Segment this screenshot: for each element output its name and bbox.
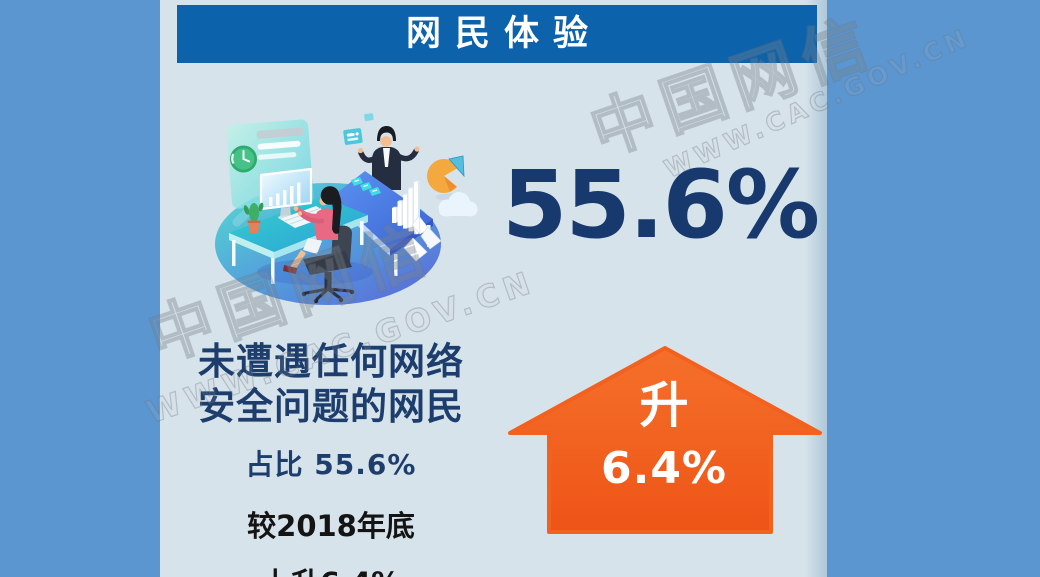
description-proportion: 占比 55.6% — [245, 448, 417, 481]
cactus-plant-icon — [243, 202, 264, 233]
right-background-strip — [827, 0, 1040, 577]
left-background-strip — [0, 0, 160, 577]
floating-cards-icon — [343, 113, 374, 145]
arrow-rise-value: 6.4% — [600, 443, 728, 494]
description-block: 未遭遇任何网络 安全问题的网民 占比 55.6% 较2018年底 上升6.4% — [163, 339, 499, 577]
clock-icon — [230, 145, 257, 173]
section-banner: 网民体验 — [177, 5, 817, 63]
monitor — [259, 167, 313, 220]
description-compare-period: 较2018年底 — [247, 509, 415, 543]
headline-percentage: 55.6% — [501, 151, 820, 260]
bar-chart-columns — [392, 180, 420, 235]
description-line-2: 安全问题的网民 — [198, 385, 464, 428]
up-arrow-shape — [508, 346, 822, 534]
banner-title: 网民体验 — [405, 13, 602, 54]
sitting-woman — [283, 186, 342, 274]
pie-chart-icon — [426, 155, 465, 201]
cloud-icon — [438, 192, 478, 217]
paper-planes-icon — [403, 215, 442, 262]
description-change: 上升6.4% — [163, 560, 499, 577]
office-illustration-icon — [215, 113, 478, 305]
database-icons — [351, 177, 381, 196]
arrow-rise-label: 升 — [639, 377, 689, 434]
up-arrow-icon — [508, 346, 822, 534]
standing-man — [357, 126, 420, 190]
description-line-1: 未遭遇任何网络 — [198, 340, 464, 383]
